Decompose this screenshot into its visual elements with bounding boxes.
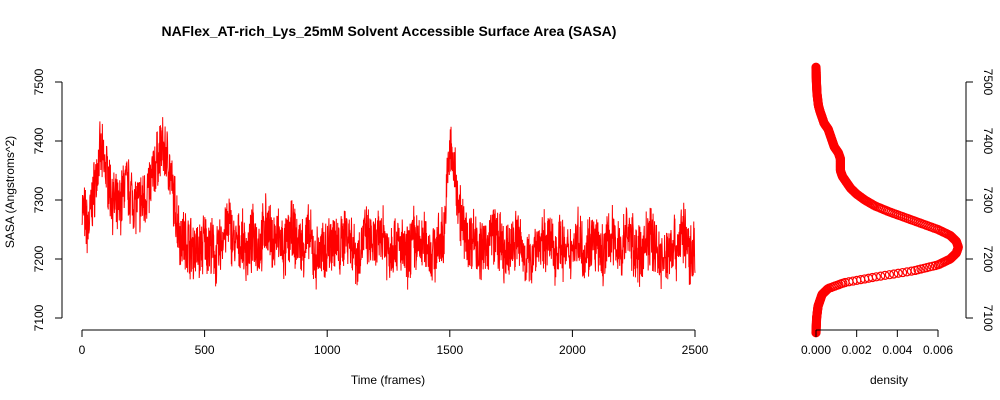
y-tick-label: 7300 [32,186,46,213]
x-tick-label: 2000 [559,343,586,357]
y-tick-label: 7200 [32,245,46,272]
density-x-tick-label: 0.002 [842,343,872,357]
density-y-tick-label: 7400 [981,128,995,155]
x-axis-label: Time (frames) [351,373,425,387]
density-point [884,270,895,280]
density-point [871,272,881,282]
time-series-plot: 0 500 1000 1500 2000 2500 7100 7200 7300 7400 7500 [32,68,709,357]
density-y-tick-label: 7200 [981,246,995,273]
chart-title: NAFlex_AT-rich_Lys_25mM Solvent Accessib… [162,23,617,39]
x-tick-label: 1500 [436,343,463,357]
series-line [81,117,696,290]
density-point [889,269,899,279]
density-point [898,267,908,278]
density-point [876,271,886,281]
x-tick-label: 2500 [682,343,709,357]
density-point [811,62,821,72]
density-y-tick-label: 7100 [981,305,995,332]
y-axis-label: SASA (Angstroms^2) [3,136,17,248]
density-y-tick-label: 7300 [981,187,995,214]
density-x-tick-label: 0.004 [882,343,912,357]
y-tick-label: 7100 [32,304,46,331]
density-point [893,268,903,278]
x-tick-label: 0 [79,343,86,357]
x-tick-label: 1000 [314,343,341,357]
x-tick-label: 500 [195,343,215,357]
density-axis-label: density [870,373,908,387]
density-x-tick-label: 0.006 [923,343,953,357]
y-tick-label: 7400 [32,127,46,154]
density-x-tick-label: 0.000 [801,343,831,357]
density-y-tick-label: 7500 [981,69,995,96]
density-point [880,270,890,280]
density-plot: 0.000 0.002 0.004 0.006 7100 7200 7300 7400 7500 [801,62,995,357]
y-tick-label: 7500 [32,68,46,95]
density-point [906,266,917,276]
